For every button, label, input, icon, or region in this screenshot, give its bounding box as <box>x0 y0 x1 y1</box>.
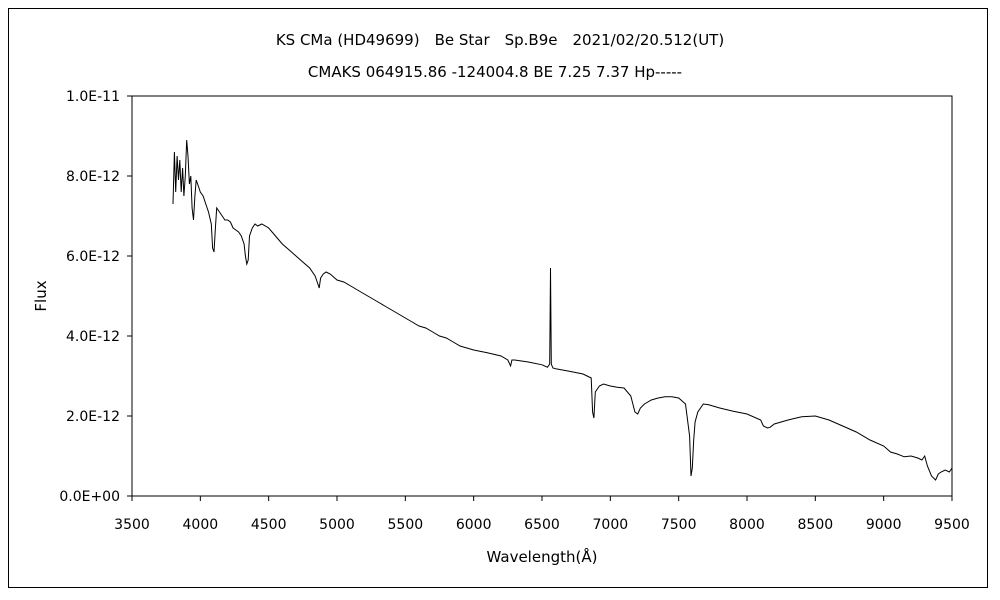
chart-title: KS CMa (HD49699) Be Star Sp.B9e 2021/02/… <box>276 31 724 49</box>
x-tick-label: 3500 <box>114 517 150 533</box>
chart-subtitle: CMAKS 064915.86 -124004.8 BE 7.25 7.37 H… <box>308 63 682 81</box>
x-tick-label: 6000 <box>456 517 492 533</box>
chart-frame <box>8 8 988 588</box>
y-tick-label: 8.0E-12 <box>66 169 120 185</box>
y-axis-label: Flux <box>32 280 50 311</box>
spectrum-line <box>172 139 953 481</box>
x-tick-label: 5000 <box>319 517 355 533</box>
plot-area <box>131 95 953 497</box>
y-tick-label: 1.0E-11 <box>66 89 120 105</box>
x-axis-label: Wavelength(Å) <box>487 547 598 566</box>
x-tick-label: 7500 <box>661 517 697 533</box>
y-tick-label: 2.0E-12 <box>66 409 120 425</box>
y-tick-label: 4.0E-12 <box>66 329 120 345</box>
x-tick-label: 6500 <box>524 517 560 533</box>
y-tick-label: 0.0E+00 <box>59 489 120 505</box>
x-tick-label: 4000 <box>183 517 219 533</box>
x-tick-label: 7000 <box>593 517 629 533</box>
x-tick-label: 8500 <box>798 517 834 533</box>
y-tick-label: 6.0E-12 <box>66 249 120 265</box>
x-tick-label: 9500 <box>934 517 970 533</box>
x-tick-label: 9000 <box>866 517 902 533</box>
x-tick-label: 5500 <box>388 517 424 533</box>
x-tick-label: 4500 <box>251 517 287 533</box>
x-tick-label: 8000 <box>729 517 765 533</box>
